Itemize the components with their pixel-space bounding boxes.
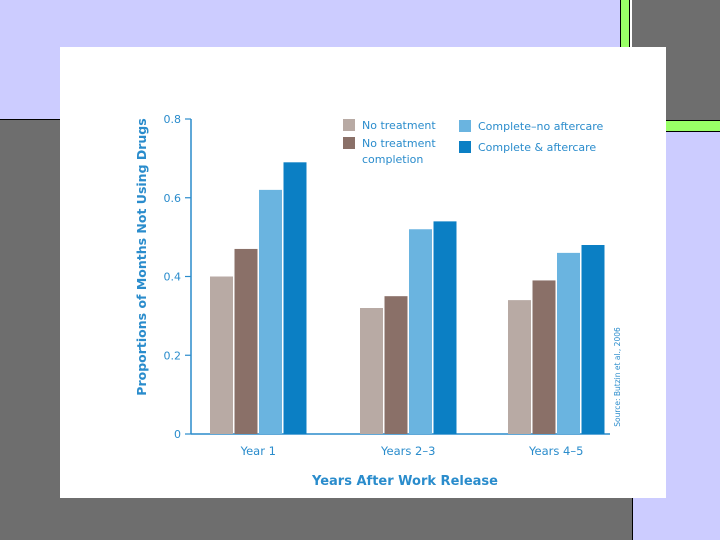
bar-1-1	[210, 276, 233, 434]
y-tick-label: 0.6	[164, 192, 182, 205]
bar-chart: Proportions of Months Not Using Drugs Ye…	[134, 113, 622, 489]
bar-3-2	[532, 280, 556, 434]
bar-1-3	[259, 189, 282, 434]
y-tick-label: 0.2	[164, 349, 182, 362]
y-axis-label: Proportions of Months Not Using Drugs	[134, 118, 149, 395]
legend-label-3: Complete–no aftercare	[478, 120, 604, 133]
legend-label-2: No treatment	[362, 137, 436, 150]
x-category-label: Years 4–5	[528, 444, 583, 458]
chart-panel: Proportions of Months Not Using Drugs Ye…	[60, 47, 666, 498]
bar-3-3	[557, 252, 580, 434]
y-tick-label: 0.8	[164, 113, 182, 126]
legend-swatch-1	[343, 119, 355, 131]
legend-label-1: No treatment	[362, 119, 436, 132]
bar-2-2	[384, 296, 408, 434]
x-axis-label: Years After Work Release	[311, 474, 498, 489]
legend-label-2: completion	[362, 153, 423, 166]
bar-1-2	[234, 248, 258, 434]
x-category-label: Year 1	[240, 444, 276, 458]
legend-label-4: Complete & aftercare	[478, 141, 596, 154]
bar-2-4	[433, 221, 457, 434]
bar-3-1	[508, 300, 531, 434]
bar-2-1	[360, 308, 383, 434]
source-note: Source: Butzin et al., 2006	[613, 327, 622, 427]
y-tick-label: 0.4	[164, 271, 182, 284]
y-tick-label: 0	[174, 428, 181, 441]
legend-swatch-3	[459, 120, 471, 132]
x-category-label: Years 2–3	[380, 444, 435, 458]
bar-3-4	[581, 245, 605, 434]
legend-swatch-4	[459, 141, 471, 153]
bar-1-4	[283, 162, 307, 434]
legend-swatch-2	[343, 137, 355, 149]
bar-2-3	[409, 229, 432, 434]
